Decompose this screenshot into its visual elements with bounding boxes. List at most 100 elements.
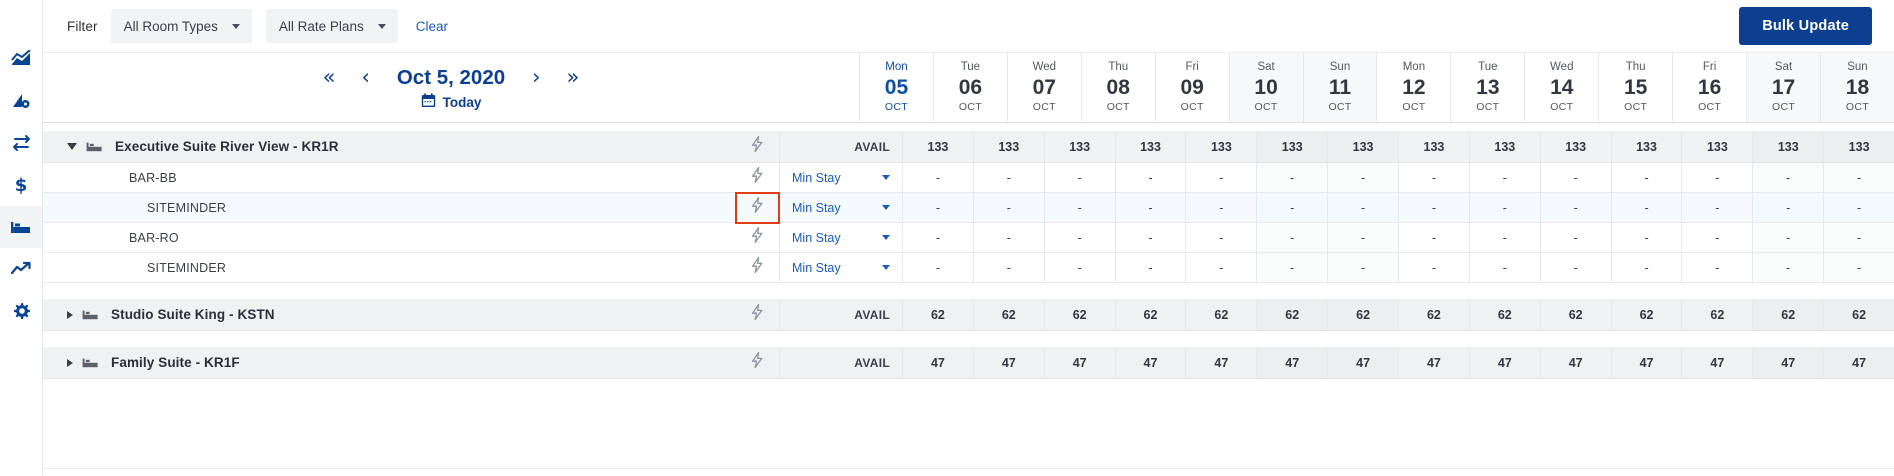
chevron-down-icon[interactable] [882, 205, 890, 210]
grid-cell[interactable]: - [1610, 163, 1682, 193]
grid-cell[interactable]: - [1327, 253, 1399, 283]
grid-cell[interactable]: 133 [1327, 131, 1399, 163]
grid-cell[interactable]: - [1327, 163, 1399, 193]
grid-cell[interactable]: - [1327, 223, 1399, 253]
grid-cell[interactable]: 133 [972, 131, 1044, 163]
sidebar-item-inventory[interactable] [0, 206, 42, 248]
grid-cell[interactable]: - [1752, 253, 1824, 283]
grid-cell[interactable]: 62 [972, 299, 1044, 331]
grid-cell[interactable]: - [1681, 223, 1753, 253]
grid-cell[interactable]: 47 [1114, 347, 1186, 379]
collapse-triangle-icon[interactable] [67, 143, 77, 150]
grid-cell[interactable]: - [1539, 253, 1611, 283]
grid-cell[interactable]: 62 [1185, 299, 1257, 331]
grid-cell[interactable]: 47 [1327, 347, 1399, 379]
sidebar-item-rate-insights[interactable] [0, 80, 42, 122]
date-column-oct-11[interactable]: Sun 11 OCT [1302, 53, 1377, 122]
room-type-row[interactable]: Studio Suite King - KSTN AVAIL 62 62 62 62 62 6… [43, 299, 1894, 331]
grid-cell[interactable]: 62 [1681, 299, 1753, 331]
grid-cell[interactable]: - [902, 253, 973, 283]
date-column-oct-16[interactable]: Fri 16 OCT [1672, 53, 1746, 122]
restrictions-bolt-cell[interactable] [736, 253, 779, 283]
rate-plan-row[interactable]: BAR-BB Min Stay - - - - - - - - - - - - - - [43, 163, 1894, 193]
grid-cell[interactable]: 62 [1823, 299, 1894, 331]
chevron-down-icon[interactable] [882, 175, 890, 180]
grid-cell[interactable]: - [1114, 253, 1186, 283]
grid-cell[interactable]: - [1043, 223, 1115, 253]
grid-cell[interactable]: - [1185, 253, 1257, 283]
lightning-bolt-icon[interactable] [751, 135, 764, 157]
grid-cell[interactable]: 47 [1468, 347, 1540, 379]
grid-cell[interactable]: - [902, 163, 973, 193]
room-type-row[interactable]: Executive Suite River View - KR1R AVAIL 13… [43, 131, 1894, 163]
grid-cell[interactable]: - [1539, 223, 1611, 253]
today-button[interactable]: Today [421, 92, 481, 113]
grid-cell[interactable]: - [1823, 253, 1894, 283]
grid-cell[interactable]: - [1681, 163, 1753, 193]
grid-cell[interactable]: 47 [1256, 347, 1328, 379]
grid-cell[interactable]: 133 [1114, 131, 1186, 163]
date-column-oct-07[interactable]: Wed 07 OCT [1006, 53, 1081, 122]
grid-cell[interactable]: 62 [902, 299, 973, 331]
date-column-oct-10[interactable]: Sat 10 OCT [1228, 53, 1303, 122]
grid-cell[interactable]: - [972, 253, 1044, 283]
restrictions-bolt-cell[interactable] [736, 347, 779, 379]
chevron-down-icon[interactable] [882, 265, 890, 270]
sidebar-item-rates[interactable]: $ [0, 164, 42, 206]
grid-cell[interactable]: 133 [1043, 131, 1115, 163]
grid-cell[interactable]: 62 [1327, 299, 1399, 331]
grid-cell[interactable]: - [1398, 193, 1469, 223]
metric-min-stay-dropdown[interactable]: Min Stay [779, 223, 902, 253]
date-column-oct-18[interactable]: Sun 18 OCT [1819, 53, 1894, 122]
grid-cell[interactable]: - [1468, 163, 1540, 193]
grid-cell[interactable]: - [902, 223, 973, 253]
expand-triangle-icon[interactable] [67, 358, 73, 367]
lightning-bolt-icon[interactable] [751, 351, 764, 373]
date-column-oct-17[interactable]: Sat 17 OCT [1746, 53, 1820, 122]
grid-cell[interactable]: - [972, 163, 1044, 193]
grid-cell[interactable]: 47 [1185, 347, 1257, 379]
grid-cell[interactable]: - [1043, 253, 1115, 283]
date-column-oct-05[interactable]: Mon 05 OCT [859, 53, 933, 122]
grid-cell[interactable]: - [1752, 193, 1824, 223]
clear-filters-link[interactable]: Clear [415, 18, 448, 34]
metric-min-stay-dropdown[interactable]: Min Stay [779, 193, 902, 223]
grid-cell[interactable]: 62 [1539, 299, 1611, 331]
grid-cell[interactable]: - [1610, 223, 1682, 253]
grid-cell[interactable]: 62 [1468, 299, 1540, 331]
grid-cell[interactable]: 47 [972, 347, 1044, 379]
next-day-button[interactable]: › [532, 65, 541, 89]
restrictions-bolt-cell[interactable] [736, 299, 779, 331]
grid-cell[interactable]: - [1114, 193, 1186, 223]
restrictions-bolt-cell[interactable] [736, 223, 779, 253]
rate-plan-row[interactable]: BAR-RO Min Stay - - - - - - - - - - - - - - [43, 223, 1894, 253]
grid-cell[interactable]: - [1043, 193, 1115, 223]
grid-cell[interactable]: - [1185, 223, 1257, 253]
channel-row[interactable]: SITEMINDER Min Stay - - - - - - - - - - - - - - [43, 192, 1894, 224]
room-type-row[interactable]: Family Suite - KR1F AVAIL 47 47 47 47 47 47 47 47… [43, 347, 1894, 379]
grid-cell[interactable]: - [1468, 193, 1540, 223]
date-column-oct-13[interactable]: Tue 13 OCT [1450, 53, 1524, 122]
date-column-oct-12[interactable]: Mon 12 OCT [1376, 53, 1450, 122]
grid-cell[interactable]: 62 [1114, 299, 1186, 331]
lightning-bolt-icon[interactable] [751, 166, 764, 188]
grid-cell[interactable]: - [1468, 253, 1540, 283]
grid-cell[interactable]: - [972, 193, 1044, 223]
current-date-label[interactable]: Oct 5, 2020 [396, 65, 506, 89]
grid-cell[interactable]: - [1539, 163, 1611, 193]
grid-cell[interactable]: 62 [1752, 299, 1824, 331]
grid-cell[interactable]: - [1823, 193, 1894, 223]
sidebar-item-analytics[interactable] [0, 38, 42, 80]
grid-cell[interactable]: - [972, 223, 1044, 253]
lightning-bolt-icon[interactable] [751, 303, 764, 325]
restrictions-bolt-cell[interactable] [735, 192, 780, 224]
grid-cell[interactable]: - [1681, 253, 1753, 283]
grid-cell[interactable]: 62 [1398, 299, 1469, 331]
date-column-oct-08[interactable]: Thu 08 OCT [1080, 53, 1155, 122]
grid-cell[interactable]: 133 [1185, 131, 1257, 163]
grid-cell[interactable]: - [1043, 163, 1115, 193]
grid-cell[interactable]: - [1610, 253, 1682, 283]
grid-cell[interactable]: - [1398, 223, 1469, 253]
bulk-update-button[interactable]: Bulk Update [1739, 7, 1872, 45]
grid-cell[interactable]: 47 [1752, 347, 1824, 379]
